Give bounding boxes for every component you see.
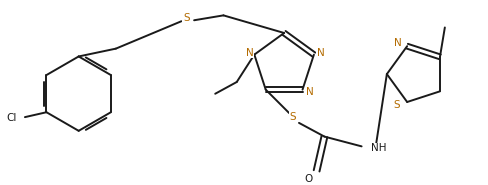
Text: Cl: Cl bbox=[7, 113, 17, 123]
Text: S: S bbox=[289, 112, 296, 122]
Text: N: N bbox=[245, 48, 253, 58]
Text: N: N bbox=[316, 48, 324, 58]
Text: NH: NH bbox=[370, 143, 386, 153]
Text: S: S bbox=[393, 100, 400, 110]
Text: O: O bbox=[304, 174, 312, 184]
Text: N: N bbox=[305, 87, 313, 97]
Text: S: S bbox=[183, 13, 189, 23]
Text: N: N bbox=[394, 38, 402, 48]
